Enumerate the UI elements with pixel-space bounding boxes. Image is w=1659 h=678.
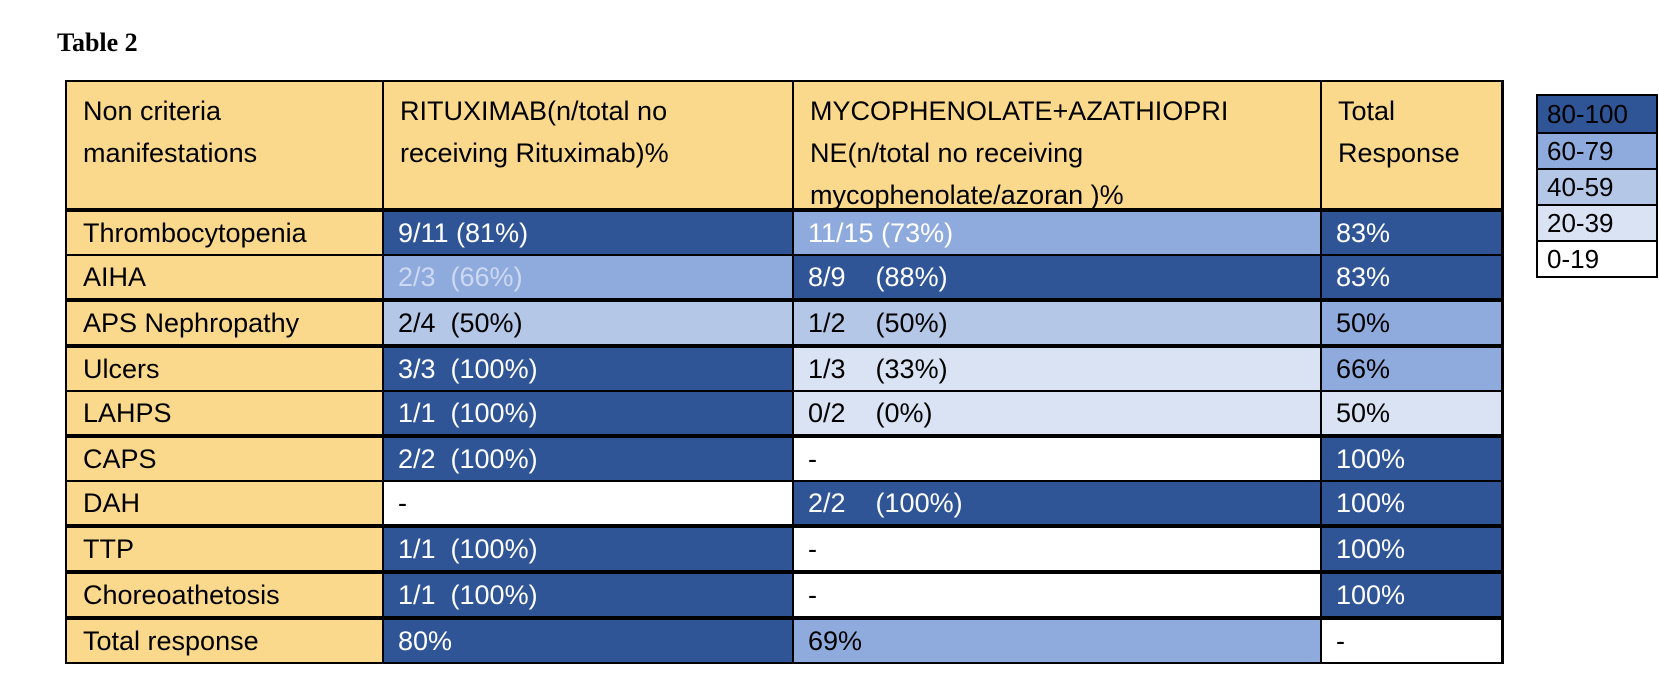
- row-label: AIHA: [67, 256, 382, 298]
- response-table: Non criteria manifestations RITUXIMAB(n/…: [65, 80, 1504, 664]
- table-row: Thrombocytopenia 9/11 (81%) 11/15 (73%) …: [67, 208, 1501, 254]
- header-non-criteria: Non criteria manifestations: [67, 82, 382, 208]
- table-row: Total response 80% 69% -: [67, 616, 1501, 662]
- legend-label: 80-100: [1547, 98, 1628, 129]
- value-cell: -: [792, 438, 1320, 480]
- value-cell: 1/1 (100%): [382, 528, 792, 570]
- row-label: Total response: [67, 620, 382, 662]
- legend-item: 60-79: [1538, 132, 1656, 168]
- legend-label: 40-59: [1547, 171, 1614, 202]
- table-row: TTP 1/1 (100%) - 100%: [67, 524, 1501, 570]
- table-row: APS Nephropathy 2/4 (50%) 1/2 (50%) 50%: [67, 298, 1501, 344]
- row-label: Ulcers: [67, 348, 382, 390]
- legend-label: 20-39: [1547, 207, 1614, 238]
- table-row: DAH - 2/2 (100%) 100%: [67, 480, 1501, 524]
- row-label: TTP: [67, 528, 382, 570]
- value-cell: -: [792, 528, 1320, 570]
- table-row: Choreoathetosis 1/1 (100%) - 100%: [67, 570, 1501, 616]
- value-cell: 100%: [1320, 438, 1501, 480]
- value-cell: 1/1 (100%): [382, 574, 792, 616]
- value-cell: 2/4 (50%): [382, 302, 792, 344]
- value-cell: 83%: [1320, 212, 1501, 254]
- value-cell: 2/3 (66%): [382, 256, 792, 298]
- row-label: LAHPS: [67, 392, 382, 434]
- color-legend: 80-100 60-79 40-59 20-39 0-19: [1536, 94, 1658, 278]
- value-cell: 100%: [1320, 528, 1501, 570]
- row-label: Thrombocytopenia: [67, 212, 382, 254]
- value-cell: 80%: [382, 620, 792, 662]
- row-label: APS Nephropathy: [67, 302, 382, 344]
- value-cell: 83%: [1320, 256, 1501, 298]
- value-cell: 0/2 (0%): [792, 392, 1320, 434]
- value-cell: 66%: [1320, 348, 1501, 390]
- table-header-row: Non criteria manifestations RITUXIMAB(n/…: [67, 82, 1501, 210]
- value-cell: -: [792, 574, 1320, 616]
- table-row: Ulcers 3/3 (100%) 1/3 (33%) 66%: [67, 344, 1501, 390]
- header-mycophenolate: MYCOPHENOLATE+AZATHIOPRI NE(n/total no r…: [792, 82, 1320, 210]
- value-cell: 100%: [1320, 482, 1501, 524]
- value-cell: 3/3 (100%): [382, 348, 792, 390]
- row-label: Choreoathetosis: [67, 574, 382, 616]
- legend-item: 80-100: [1538, 96, 1656, 132]
- legend-item: 0-19: [1538, 240, 1656, 276]
- value-cell: 2/2 (100%): [792, 482, 1320, 524]
- value-cell: 8/9 (88%): [792, 256, 1320, 298]
- legend-label: 60-79: [1547, 135, 1614, 166]
- value-cell: 1/2 (50%): [792, 302, 1320, 344]
- table-row: AIHA 2/3 (66%) 8/9 (88%) 83%: [67, 254, 1501, 298]
- value-cell: 100%: [1320, 574, 1501, 616]
- value-cell: -: [1320, 620, 1501, 662]
- table-row: CAPS 2/2 (100%) - 100%: [67, 434, 1501, 480]
- value-cell: 9/11 (81%): [382, 212, 792, 254]
- legend-label: 0-19: [1547, 243, 1600, 274]
- header-rituximab: RITUXIMAB(n/total no receiving Rituximab…: [382, 82, 792, 208]
- value-cell: 1/3 (33%): [792, 348, 1320, 390]
- value-cell: 1/1 (100%): [382, 392, 792, 434]
- value-cell: 50%: [1320, 302, 1501, 344]
- value-cell: 50%: [1320, 392, 1501, 434]
- value-cell: 11/15 (73%): [792, 212, 1320, 254]
- value-cell: -: [382, 482, 792, 524]
- table-row: LAHPS 1/1 (100%) 0/2 (0%) 50%: [67, 390, 1501, 434]
- legend-item: 40-59: [1538, 168, 1656, 204]
- row-label: CAPS: [67, 438, 382, 480]
- header-total-response: Total Response: [1320, 82, 1501, 208]
- row-label: DAH: [67, 482, 382, 524]
- value-cell: 2/2 (100%): [382, 438, 792, 480]
- legend-item: 20-39: [1538, 204, 1656, 240]
- page-title: Table 2: [57, 28, 138, 57]
- value-cell: 69%: [792, 620, 1320, 662]
